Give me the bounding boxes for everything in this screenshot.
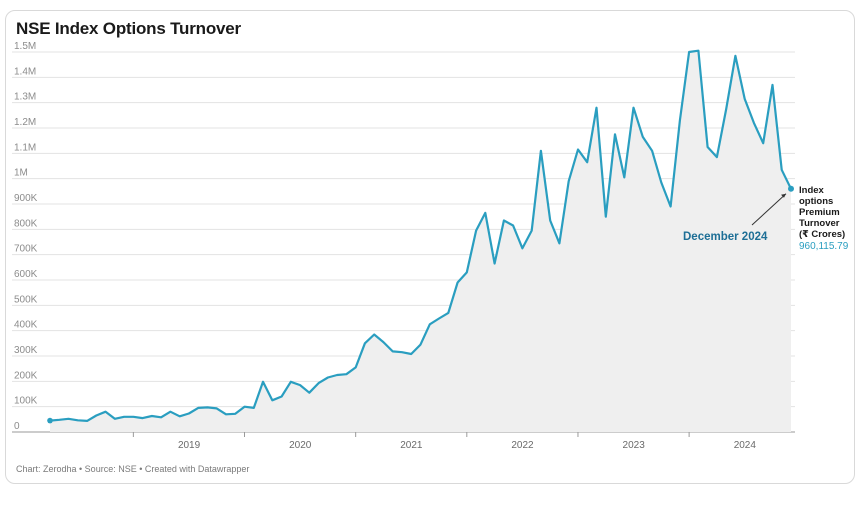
- y-tick-label: 800K: [14, 218, 38, 229]
- annotation-label-line: Turnover: [799, 218, 840, 229]
- y-tick-label: 400K: [14, 320, 38, 331]
- annotation-arrow: [751, 193, 787, 226]
- y-tick-label: 1.5M: [14, 41, 36, 52]
- x-tick-label: 2023: [623, 440, 646, 451]
- x-tick-label: 2024: [734, 440, 757, 451]
- annotation-label-line: Index: [799, 185, 825, 196]
- y-tick-label: 700K: [14, 244, 38, 255]
- annotation-date: December 2024: [683, 231, 768, 243]
- y-tick-label: 600K: [14, 269, 38, 280]
- y-tick-label: 1.4M: [14, 66, 36, 77]
- y-tick-label: 1.1M: [14, 142, 36, 153]
- x-tick-label: 2022: [511, 440, 534, 451]
- y-tick-label: 1.2M: [14, 117, 36, 128]
- annotation-label-line: options: [799, 196, 833, 207]
- chart-footer: Chart: Zerodha • Source: NSE • Created w…: [16, 464, 250, 474]
- y-tick-label: 900K: [14, 193, 38, 204]
- y-tick-label: 0: [14, 421, 20, 432]
- y-tick-label: 100K: [14, 396, 38, 407]
- series-area: [50, 50, 791, 432]
- annotation-label-line: Premium: [799, 207, 840, 218]
- series-line: [49, 49, 792, 422]
- series-end-point: [788, 185, 794, 192]
- series-start-point: [47, 417, 53, 424]
- annotation-value: 960,115.79: [799, 241, 849, 252]
- y-tick-label: 1.3M: [14, 92, 36, 103]
- y-tick-label: 200K: [14, 370, 38, 381]
- chart-title: NSE Index Options Turnover: [16, 19, 241, 38]
- annotation-label-line: (₹ Crores): [799, 229, 845, 240]
- y-tick-label: 500K: [14, 294, 38, 305]
- y-tick-label: 1M: [14, 168, 28, 179]
- x-tick-label: 2021: [400, 440, 423, 451]
- y-tick-label: 300K: [14, 345, 38, 356]
- x-tick-label: 2019: [178, 440, 201, 451]
- x-tick-label: 2020: [289, 440, 312, 451]
- annotation-arrowhead: [781, 193, 786, 198]
